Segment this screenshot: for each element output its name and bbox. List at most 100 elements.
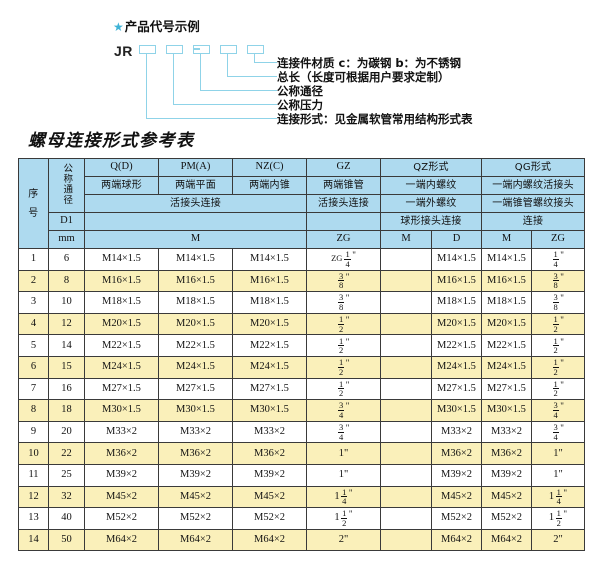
cell-gz-zg: 1": [306, 442, 381, 465]
cell-nzc-m: M30×1.5: [232, 399, 307, 422]
table-row: 10 22 M36×2 M36×2 M36×2 1" M36×2 M36×2 1": [18, 442, 586, 465]
header-row-codes: 序号 公称通径 Q(D) PM(A) NZ(C) GZ QZ形式 QG形式: [18, 158, 586, 249]
cell-qg-zg: 1 1 2 ": [530, 507, 586, 530]
qg-fraction: 1 1 4 ": [549, 488, 567, 506]
cell-nominal-diameter: 22: [48, 442, 85, 465]
gz-numerator: 1: [339, 357, 344, 368]
gz-denominator: 4: [338, 431, 345, 442]
cell-gz-zg: 1 2 ": [306, 334, 381, 357]
header-desc-qd: 两端球形: [84, 176, 159, 195]
code-box-5: [247, 45, 264, 54]
cell-qg-zg: 1 2 ": [530, 312, 586, 336]
header-conn-connect: 连接: [480, 212, 586, 231]
cell-qz-m: [380, 442, 432, 465]
cell-seq: 1: [18, 248, 49, 271]
qg-denominator: 4: [552, 431, 559, 442]
cell-gz-zg: ZG 1 4 ": [306, 248, 381, 271]
cell-seq: 10: [18, 442, 49, 465]
gz-fraction: 1 2 ": [338, 378, 350, 399]
cell-qg-m: M36×2: [481, 442, 532, 465]
cell-qd-m: M64×2: [84, 528, 159, 552]
cell-qg-zg: 1": [530, 463, 586, 487]
qg-inch-mark: ": [560, 336, 564, 347]
qg-denominator: 8: [552, 280, 559, 291]
cell-gz-zg: 1 2 ": [306, 377, 381, 401]
cell-qz-m: [380, 291, 432, 314]
cell-gz-zg: 3 4 ": [306, 399, 381, 422]
gz-numerator: 1: [345, 249, 350, 260]
header-conn-union-gz: 活接头连接: [306, 194, 381, 213]
header-d1-label: D1: [48, 212, 85, 231]
header-row-d1: D1 球形接头连接 连接: [19, 212, 586, 231]
cell-nominal-diameter: 32: [48, 485, 85, 509]
cell-nominal-diameter: 18: [48, 399, 85, 422]
page-title: 螺母连接形式参考表: [28, 131, 195, 151]
cell-qg-zg: 1 2 ": [530, 355, 586, 379]
cell-nominal-diameter: 15: [48, 355, 85, 379]
table-header: 序号 公称通径 Q(D) PM(A) NZ(C) GZ QZ形式 QG形式 两端…: [18, 158, 586, 249]
header-desc-nzc: 两端内锥: [232, 176, 307, 195]
header-unit-mm: mm: [48, 230, 85, 249]
gz-fraction: 1 2 ": [338, 357, 349, 376]
header-conn-taper-thread: 一端锥管螺纹接头: [480, 194, 586, 213]
cell-qg-zg: 2": [530, 528, 586, 552]
qg-denominator: 2: [552, 388, 559, 399]
cell-gz-zg: 3 4 ": [306, 420, 381, 444]
gz-denominator: 2: [341, 517, 348, 528]
cell-qg-zg: 1": [530, 442, 586, 465]
cell-pma-m: M39×2: [158, 463, 233, 487]
table-row: 7 16 M27×1.5 M27×1.5 M27×1.5 1 2 " M27×1.5 M27×1.…: [18, 377, 586, 401]
qg-fraction: 1 2 ": [552, 358, 564, 376]
cell-pma-m: M27×1.5: [158, 377, 233, 401]
cell-qz-d: M64×2: [431, 528, 482, 552]
qg-inch-mark: ": [560, 271, 564, 282]
code-separator-dash: [193, 48, 200, 50]
cell-qd-m: M22×1.5: [84, 334, 159, 357]
header-nominal-diameter: 公称通径: [48, 158, 85, 213]
cell-qg-m: M45×2: [481, 485, 532, 509]
cell-qd-m: M36×2: [84, 442, 159, 465]
cell-qz-d: M36×2: [431, 442, 482, 465]
header-conn-ball-joint: 球形接头连接: [380, 212, 482, 231]
header-row-connection-2: 活接头连接 活接头连接 一端外螺纹 一端锥管螺纹接头: [19, 194, 586, 213]
cell-qg-zg: 1 2 ": [530, 334, 586, 357]
gz-value: 1": [338, 447, 349, 459]
cell-qg-zg: 3 8 ": [530, 291, 586, 314]
header-desc-pma: 两端平面: [158, 176, 233, 195]
cell-qz-m: [380, 355, 432, 379]
gz-numerator: 1: [339, 378, 344, 389]
qg-numerator: 1: [553, 314, 558, 325]
gz-numerator: 3: [339, 292, 344, 303]
cell-pma-m: M36×2: [158, 442, 233, 465]
cell-pma-m: M18×1.5: [158, 291, 233, 314]
cell-nzc-m: M16×1.5: [232, 269, 307, 293]
header-code-qd: Q(D): [84, 158, 159, 177]
gz-numerator: 3: [339, 270, 344, 281]
star-icon: ★: [113, 20, 124, 34]
cell-qz-d: M33×2: [431, 420, 482, 444]
cell-qd-m: M39×2: [84, 463, 159, 487]
cell-qz-m: [380, 399, 432, 422]
gz-fraction: 1 1 4 ": [334, 488, 352, 506]
cell-qz-d: M18×1.5: [431, 291, 482, 314]
leader-line-material-horz: [254, 62, 277, 64]
gz-value: 1": [338, 469, 349, 481]
qg-fraction: 3 4 ": [552, 401, 564, 419]
gz-denominator: 4: [341, 496, 348, 507]
qg-denominator: 2: [555, 517, 562, 528]
header-row-units: mm M ZG M D M ZG: [19, 230, 586, 249]
header-seq: 序号: [18, 158, 49, 249]
gz-inch-mark: ": [345, 379, 350, 390]
gz-denominator: 2: [338, 345, 345, 356]
cell-pma-m: M14×1.5: [158, 248, 233, 271]
cell-seq: 5: [18, 334, 49, 357]
cell-qg-m: M16×1.5: [481, 269, 532, 293]
leader-line-length-horz: [227, 76, 277, 78]
gz-denominator: 2: [338, 388, 345, 399]
cell-qd-m: M20×1.5: [84, 312, 159, 336]
cell-pma-m: M30×1.5: [158, 399, 233, 422]
qg-inch-mark: ": [560, 250, 564, 261]
qg-numerator: 1: [556, 486, 561, 497]
cell-gz-zg: 1 2 ": [306, 312, 381, 336]
cell-nzc-m: M22×1.5: [232, 334, 307, 357]
